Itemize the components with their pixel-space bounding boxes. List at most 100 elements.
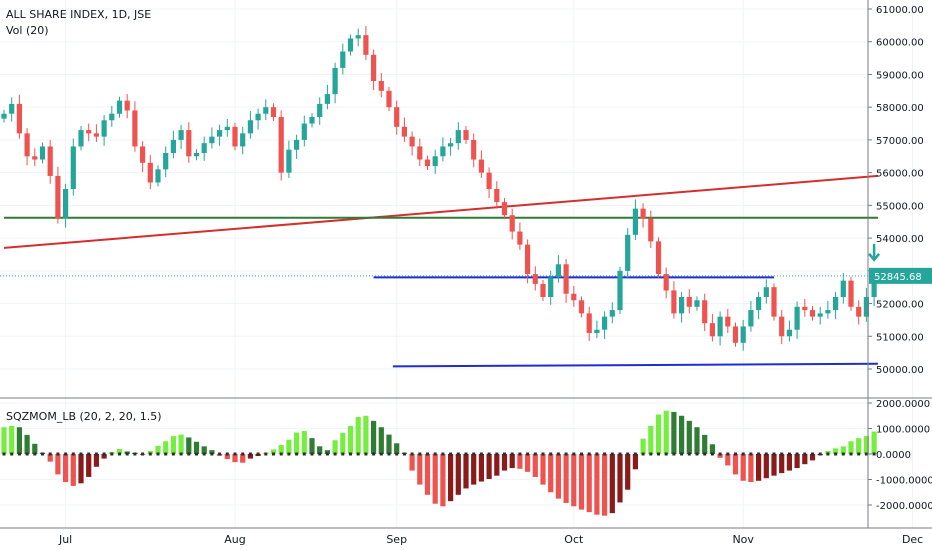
momentum-bar xyxy=(694,427,700,454)
momentum-bar xyxy=(463,454,469,489)
momentum-bar xyxy=(70,454,76,486)
squeeze-dot xyxy=(610,452,614,456)
candle-body xyxy=(178,130,184,140)
squeeze-dot xyxy=(657,452,660,456)
candle-body xyxy=(32,156,38,160)
price-tick-label: 57000.00 xyxy=(876,136,924,147)
squeeze-dot xyxy=(2,452,6,456)
candle-body xyxy=(732,326,739,343)
squeeze-dot xyxy=(772,452,776,456)
candle-body xyxy=(555,264,561,278)
candle-body xyxy=(802,306,808,311)
candle-body xyxy=(478,159,484,173)
price-tick-label: 52000.00 xyxy=(876,300,924,311)
candle-body xyxy=(794,306,800,330)
squeeze-dot xyxy=(741,452,745,456)
squeeze-dot xyxy=(125,452,129,456)
squeeze-dot xyxy=(780,452,784,456)
squeeze-dot xyxy=(202,452,206,456)
candle-body xyxy=(501,202,508,216)
candle-body xyxy=(848,280,854,307)
time-tick-label: Jul xyxy=(58,533,72,546)
candle-body xyxy=(448,143,454,147)
momentum-bar xyxy=(763,454,769,479)
squeeze-dot xyxy=(556,452,560,456)
momentum-bar xyxy=(509,454,515,469)
trend-line xyxy=(3,174,879,249)
momentum-bar xyxy=(732,454,739,475)
candle-body xyxy=(363,35,369,55)
squeeze-dot xyxy=(718,452,722,456)
squeeze-dot xyxy=(272,452,275,456)
candle-body xyxy=(63,189,69,219)
momentum-bar xyxy=(409,454,415,471)
squeeze-dot xyxy=(241,452,245,456)
squeeze-dot xyxy=(379,452,383,456)
candle-body xyxy=(463,130,469,140)
squeeze-dot xyxy=(302,452,306,456)
momentum-bar xyxy=(432,454,438,504)
squeeze-dot xyxy=(164,452,168,456)
momentum-bar xyxy=(455,454,461,495)
momentum-bar xyxy=(1,427,7,454)
squeeze-dot xyxy=(248,452,252,456)
squeeze-dot xyxy=(287,452,291,456)
squeeze-dot xyxy=(826,452,830,456)
squeeze-dot xyxy=(872,452,876,456)
candle-body xyxy=(694,300,700,307)
candle-body xyxy=(186,130,192,157)
momentum-bar xyxy=(517,454,523,469)
squeeze-dot xyxy=(25,452,29,456)
squeeze-dot xyxy=(341,452,345,456)
squeeze-dot xyxy=(426,452,429,456)
candle-body xyxy=(263,107,269,114)
price-tick-label: 61000.00 xyxy=(876,5,924,16)
candle-body xyxy=(609,310,615,317)
candle-body xyxy=(278,117,284,173)
squeeze-dot xyxy=(595,452,599,456)
momentum-bar xyxy=(363,415,369,454)
candle-body xyxy=(1,113,7,119)
squeeze-dot xyxy=(33,452,37,456)
candle-body xyxy=(163,153,169,170)
momentum-bar xyxy=(563,454,569,503)
squeeze-dot xyxy=(418,452,422,456)
momentum-bar xyxy=(47,454,53,462)
candle-body xyxy=(340,51,346,68)
momentum-bar xyxy=(501,454,508,471)
price-tick-label: 54000.00 xyxy=(876,234,924,245)
momentum-bar xyxy=(394,443,400,454)
momentum-bar xyxy=(794,454,800,469)
candle-body xyxy=(640,208,646,219)
momentum-bar xyxy=(702,434,708,454)
candle-body xyxy=(840,280,846,297)
squeeze-dot xyxy=(325,452,329,456)
momentum-bar xyxy=(602,454,608,516)
candle-body xyxy=(440,146,446,157)
candle-body xyxy=(540,283,546,297)
candle-body xyxy=(586,313,592,333)
candle-body xyxy=(16,103,22,134)
candle-body xyxy=(517,231,523,245)
squeeze-dot xyxy=(225,452,229,456)
candle-body xyxy=(725,316,731,327)
squeeze-dot xyxy=(549,452,553,456)
momentum-bar xyxy=(486,454,492,479)
candle-body xyxy=(116,100,123,114)
momentum-bar xyxy=(270,449,277,454)
time-tick-label: Dec xyxy=(902,533,923,546)
momentum-bar xyxy=(779,454,785,474)
trend-lines[interactable] xyxy=(3,174,879,368)
candle-body xyxy=(525,244,531,275)
price-tick-label: 55000.00 xyxy=(876,201,924,212)
candle-body xyxy=(417,146,423,160)
squeeze-dot xyxy=(541,452,545,456)
momentum-bar xyxy=(147,450,153,454)
squeeze-dot xyxy=(402,452,406,456)
candle-body xyxy=(86,130,92,134)
momentum-bar xyxy=(648,425,654,454)
candle-body xyxy=(571,293,577,301)
momentum-bar xyxy=(809,454,816,461)
candle-body xyxy=(563,264,569,294)
